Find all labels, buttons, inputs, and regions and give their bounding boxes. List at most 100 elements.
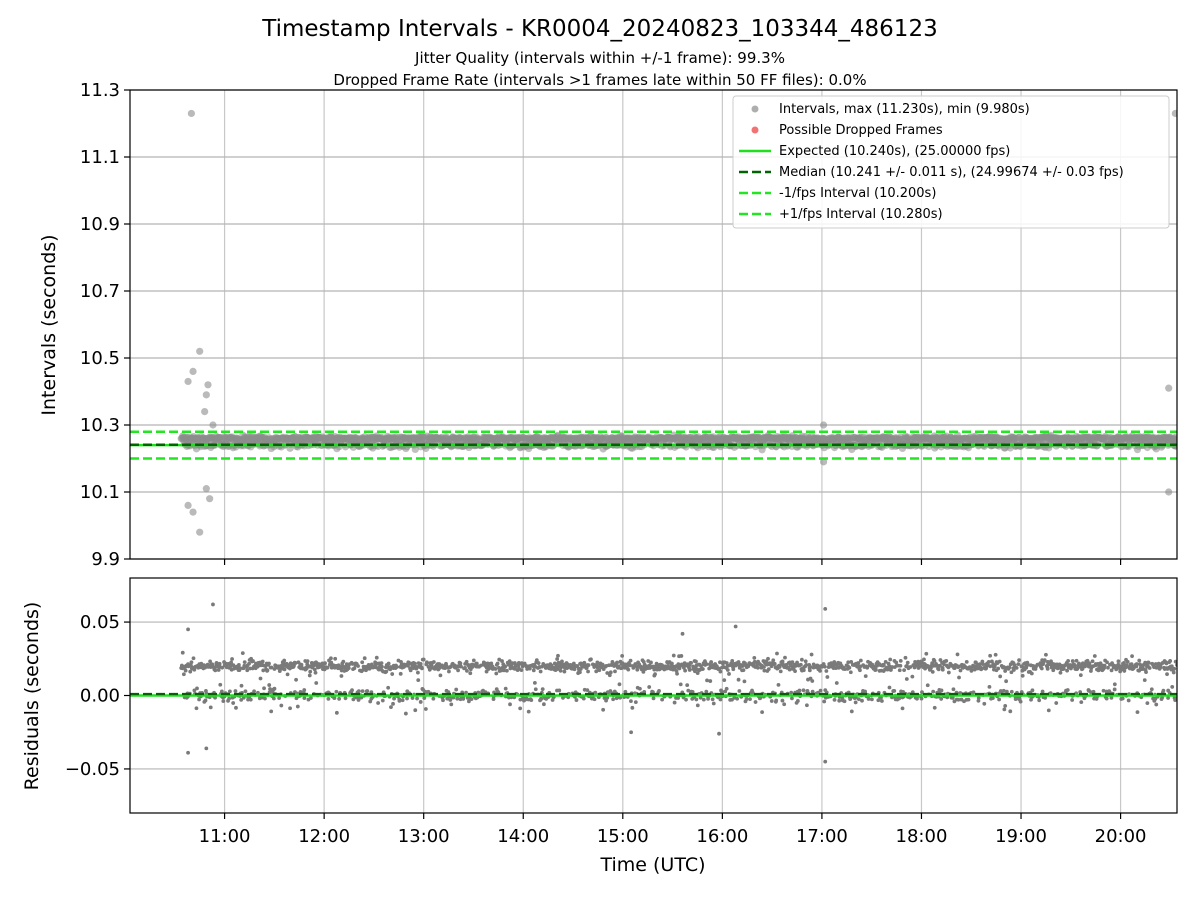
residual-point [234, 705, 238, 710]
residual-point [504, 668, 509, 673]
residual-point [260, 659, 265, 664]
residual-point [263, 696, 267, 701]
residual-point [560, 659, 564, 664]
residual-point [803, 659, 808, 664]
residual-point [333, 656, 338, 661]
residual-point [416, 678, 421, 683]
residual-point [594, 669, 599, 674]
residual-point [856, 661, 861, 665]
residual-point [744, 697, 749, 701]
residual-point [247, 661, 251, 666]
residual-point [502, 668, 506, 673]
residual-point [582, 660, 587, 665]
residual-point [474, 661, 479, 666]
residual-point [500, 659, 504, 663]
residual-point [1154, 702, 1159, 707]
residual-point [980, 662, 985, 667]
residual-point [238, 666, 243, 671]
residual-point [562, 669, 567, 674]
residual-point [783, 655, 787, 660]
residual-point [865, 665, 870, 670]
residual-point [248, 697, 253, 702]
residual-point [905, 660, 910, 665]
residual-point [269, 665, 274, 670]
residual-point [605, 671, 610, 675]
residual-point [302, 688, 307, 692]
residual-point [897, 668, 902, 673]
residual-point [847, 665, 852, 670]
residual-point [1090, 659, 1095, 664]
residual-point [589, 657, 593, 662]
residual-point [334, 689, 339, 694]
residual-point [571, 661, 576, 666]
residual-point [272, 686, 277, 691]
residual-outlier [717, 731, 721, 736]
residual-point [804, 662, 809, 667]
residual-point [987, 684, 992, 689]
legend-entry-minus-fps: -1/fps Interval (10.200s) [779, 186, 936, 201]
residuals-reference-lines [130, 692, 1177, 697]
x-tick-label: 17:00 [796, 826, 848, 847]
residual-point [1109, 668, 1114, 673]
residual-point [390, 672, 395, 676]
residual-point [778, 669, 783, 674]
interval-outlier [206, 495, 214, 503]
residual-point [1102, 663, 1107, 668]
residuals-y-ticks: −0.05 0.00 0.05 [65, 612, 130, 780]
residual-point [902, 668, 907, 673]
y-tick-label: 0.00 [80, 686, 120, 707]
residual-point [1009, 670, 1014, 675]
residual-point [558, 668, 563, 673]
residual-point [282, 667, 287, 672]
residual-point [936, 667, 941, 672]
residual-point [213, 695, 217, 700]
residual-point [776, 682, 781, 687]
residual-point [239, 697, 244, 702]
residual-point [1135, 710, 1140, 715]
residual-point [540, 687, 545, 692]
intervals-reference-lines [130, 430, 1177, 460]
residual-point [807, 668, 812, 673]
residual-point [1165, 672, 1169, 677]
residuals-points [179, 602, 1177, 764]
residual-point [982, 701, 987, 706]
residual-point [976, 698, 981, 703]
residual-point [386, 685, 391, 690]
residual-point [420, 666, 424, 671]
residual-point [431, 696, 436, 701]
residual-point [919, 696, 924, 701]
residual-point [323, 661, 327, 666]
residual-point [518, 706, 523, 711]
residual-point [699, 664, 703, 668]
residual-point [626, 667, 631, 672]
residual-point [789, 690, 794, 695]
residual-point [464, 659, 469, 664]
residual-point [282, 658, 287, 663]
residual-point [1039, 666, 1044, 671]
residual-point [541, 702, 546, 707]
residual-point [397, 698, 402, 703]
residual-point [647, 685, 652, 689]
residual-point [780, 698, 785, 703]
residual-point [1153, 662, 1158, 666]
interval-outlier [204, 381, 212, 389]
residual-point [1040, 689, 1045, 694]
residual-point [762, 665, 766, 669]
residual-point [455, 696, 460, 701]
residual-point [360, 689, 365, 694]
residual-point [1112, 682, 1117, 687]
interval-outlier [819, 421, 828, 429]
residual-point [620, 661, 625, 666]
residual-point [307, 673, 312, 678]
x-tick-label: 12:00 [298, 826, 350, 847]
residual-point [755, 665, 760, 670]
residual-point [1008, 709, 1013, 714]
residual-point [888, 657, 893, 662]
residual-outlier [186, 750, 190, 755]
residual-point [758, 696, 763, 700]
residual-point [685, 683, 690, 688]
residual-point [701, 697, 706, 702]
residual-point [774, 698, 779, 703]
residual-point [674, 669, 679, 673]
residual-point [971, 690, 976, 695]
